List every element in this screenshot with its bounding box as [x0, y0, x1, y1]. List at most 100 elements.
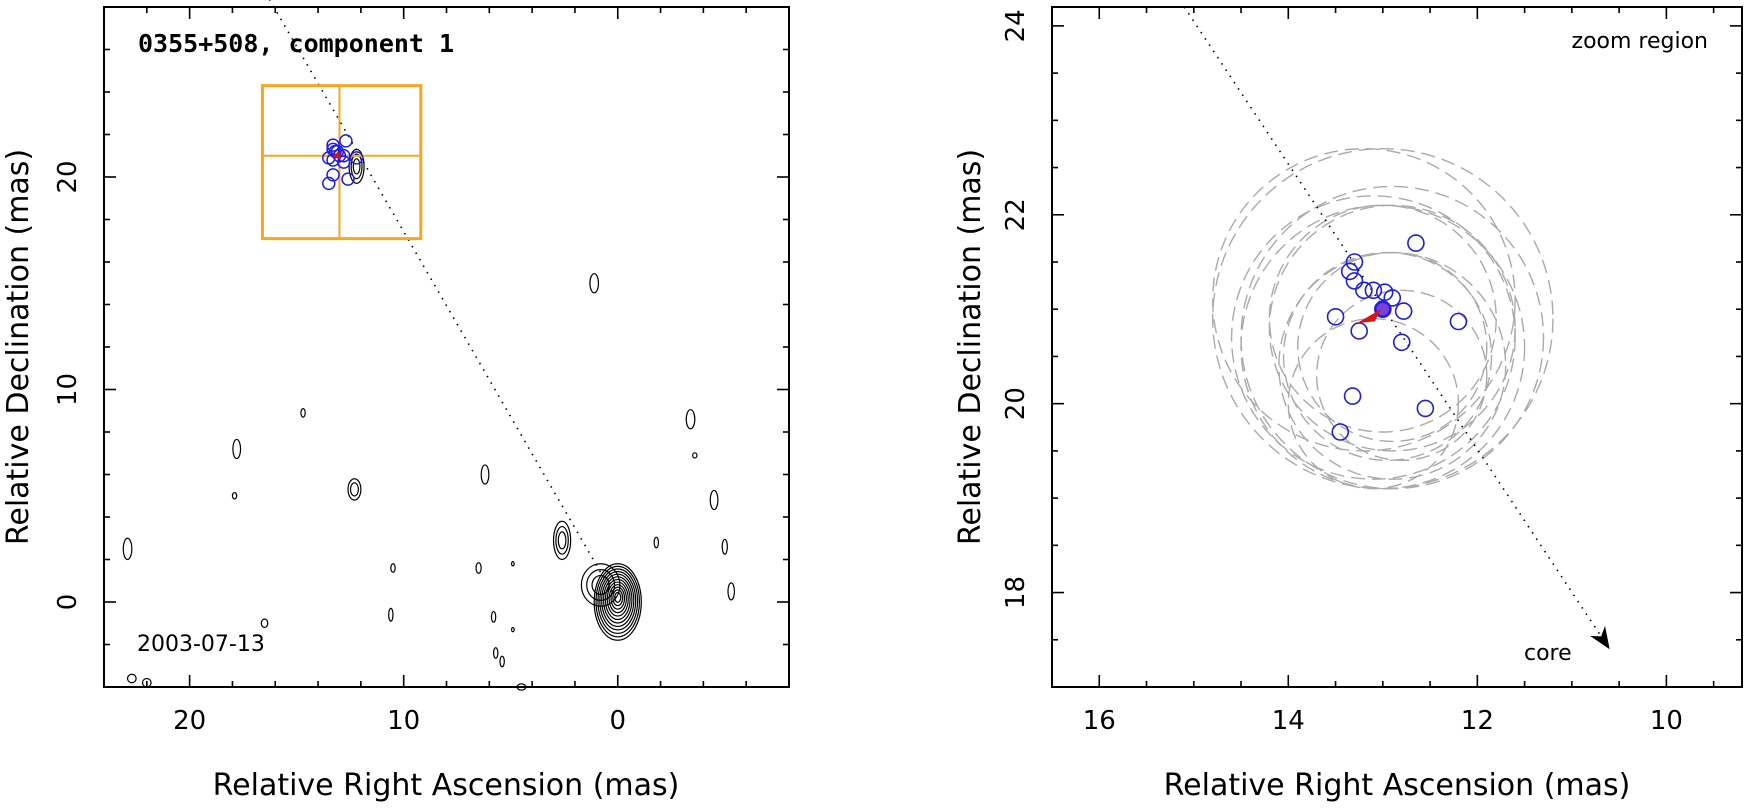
contour-level	[480, 464, 490, 485]
position-marker	[349, 151, 364, 165]
contour-level	[692, 452, 698, 459]
zoom-box-outline	[260, 84, 423, 241]
trajectory-line	[268, 0, 619, 603]
y-tick-label: 10	[53, 373, 83, 406]
plot-frame	[1051, 6, 1743, 688]
contour-level	[475, 562, 482, 574]
position-marker	[1394, 302, 1413, 320]
contour-level	[580, 563, 621, 607]
position-marker	[1345, 272, 1364, 290]
contour-level	[610, 586, 626, 610]
position-marker	[341, 172, 355, 186]
plot-frame	[103, 6, 790, 688]
chart-title: 0355+508, component 1	[138, 29, 454, 58]
uncertainty-circle	[1230, 195, 1516, 480]
contour-level	[231, 491, 238, 500]
contour-level	[597, 568, 639, 634]
contour-level	[510, 561, 515, 567]
component-positions	[1326, 234, 1468, 441]
contour-level	[586, 569, 616, 601]
position-marker	[1345, 253, 1364, 271]
contour-level	[552, 520, 572, 561]
zoom-region-label: zoom region	[1572, 29, 1708, 54]
position-marker	[322, 176, 336, 191]
contour-map	[122, 148, 736, 691]
contour-level	[709, 489, 719, 511]
left-panel: 20 10 0 20 10 0 0355+508, component 1 2003-07…	[1, 0, 790, 803]
position-marker	[326, 153, 340, 167]
x-axis-title: Relative Right Ascension (mas)	[1164, 768, 1631, 803]
component-positions	[322, 134, 364, 191]
x-axis-title: Relative Right Ascension (mas)	[213, 768, 680, 803]
contour-level	[593, 563, 642, 641]
uncertainty-circle	[1315, 289, 1488, 462]
contour-level	[349, 482, 360, 497]
position-marker	[339, 134, 353, 148]
x-tick-label: 10	[387, 706, 420, 736]
contour-level	[653, 536, 660, 549]
position-marker	[1340, 262, 1359, 281]
mean-position-dot	[1375, 301, 1391, 317]
x-tick-label: 20	[173, 706, 206, 736]
position-marker	[1331, 423, 1350, 441]
contour-level	[492, 647, 499, 659]
x-tick-label: 10	[1650, 706, 1683, 736]
contour-level	[499, 655, 505, 668]
contour-level	[347, 478, 362, 501]
position-marker	[337, 155, 351, 169]
contour-level	[595, 565, 641, 638]
y-tick-label: 20	[53, 160, 83, 193]
uncertainty-circle	[1268, 204, 1497, 433]
right-panel: 16 14 12 10 24 22 20 18 zoom region core Relati…	[953, 6, 1743, 803]
position-marker	[1416, 399, 1435, 418]
mean-position-marker	[1356, 309, 1381, 324]
position-marker	[1407, 234, 1425, 252]
epoch-date-label: 2003-07-13	[137, 632, 265, 657]
core-direction-arrow	[1590, 625, 1610, 650]
contour-level	[388, 607, 394, 622]
position-marker	[1350, 322, 1368, 340]
uncertainty-circles	[1211, 147, 1554, 490]
x-tick-label: 16	[1083, 706, 1116, 736]
contour-level	[390, 563, 396, 573]
position-marker	[1449, 312, 1468, 331]
uncertainty-circle	[1278, 251, 1507, 480]
contour-level	[352, 158, 361, 175]
contour-level	[727, 582, 736, 601]
uncertainty-circle	[1211, 147, 1554, 490]
uncertainty-circle	[1240, 185, 1545, 490]
y-tick-label: 22	[1001, 198, 1031, 231]
contour-level	[555, 525, 569, 555]
position-marker	[1383, 289, 1402, 307]
position-marker	[1364, 281, 1383, 300]
y-tick-label: 20	[1001, 387, 1031, 420]
position-marker	[1326, 307, 1345, 326]
x-tick-label: 12	[1461, 706, 1494, 736]
core-label: core	[1524, 641, 1572, 666]
uncertainty-circle	[1287, 317, 1460, 490]
contour-level	[126, 673, 137, 684]
y-tick-label: 0	[53, 594, 83, 611]
y-axis-title: Relative Declination (mas)	[953, 149, 988, 545]
contour-level	[510, 626, 515, 633]
contour-level	[685, 409, 696, 430]
position-marker	[1374, 300, 1392, 319]
contour-level	[591, 574, 610, 596]
mean-position-marker	[331, 151, 342, 160]
contour-level	[612, 589, 624, 607]
contour-level	[490, 610, 497, 623]
axis-ticks: 20 10 0 20 10 0	[53, 6, 790, 736]
contour-level	[589, 273, 600, 294]
y-axis-title: Relative Declination (mas)	[1, 149, 36, 545]
uncertainty-circle	[1282, 251, 1493, 462]
contour-level	[721, 538, 728, 555]
contour-level	[608, 584, 627, 614]
position-marker	[326, 168, 340, 182]
contour-level	[300, 408, 306, 418]
position-marker	[326, 138, 340, 152]
x-tick-label: 0	[609, 706, 626, 736]
contour-level	[260, 618, 269, 629]
contour-level	[122, 537, 133, 561]
position-marker	[1343, 387, 1362, 405]
